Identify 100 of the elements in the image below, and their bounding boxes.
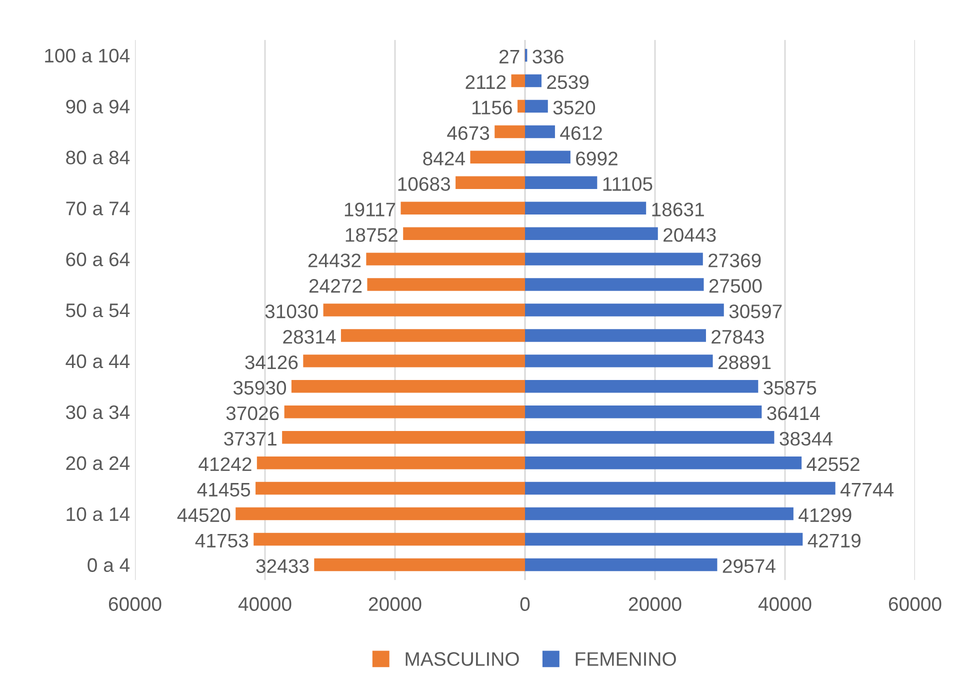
data-label: 6992 [576, 152, 618, 166]
bar [517, 100, 525, 113]
data-label: 38344 [780, 432, 832, 446]
data-label: 10683 [398, 177, 450, 191]
y-tick-label: 100 a 104 [45, 48, 130, 63]
data-label: 27369 [708, 254, 761, 268]
data-label: 44520 [177, 508, 230, 522]
y-tick-label: 60 a 64 [66, 252, 130, 266]
data-label: 41753 [195, 534, 248, 548]
bar [525, 456, 802, 470]
bar [400, 202, 525, 214]
data-label: 37371 [224, 432, 276, 446]
bar [525, 304, 724, 316]
data-label: 28891 [718, 355, 771, 370]
data-label: 11105 [603, 177, 652, 191]
bar [525, 380, 758, 393]
data-label: 36414 [767, 406, 820, 420]
x-tick-label: 40000 [238, 597, 292, 611]
bar [525, 74, 542, 88]
data-label: 4673 [447, 126, 490, 140]
bar [323, 304, 525, 316]
data-label: 34126 [245, 355, 298, 370]
bar [284, 406, 525, 418]
y-tick-label: 0 a 4 [88, 558, 130, 572]
bar [470, 150, 525, 164]
bar [525, 532, 803, 546]
y-tick-label: 80 a 84 [66, 150, 130, 164]
data-label: 24272 [309, 279, 362, 293]
bar [525, 406, 762, 418]
bar [525, 354, 713, 368]
data-label: 37026 [226, 406, 279, 420]
bar [525, 558, 718, 572]
data-label: 4612 [560, 126, 602, 140]
bar [525, 329, 706, 342]
bar [403, 227, 525, 240]
bar [291, 380, 525, 393]
data-label: 27 [499, 50, 520, 64]
bar [456, 176, 525, 190]
bar [236, 507, 525, 520]
data-label: 3520 [553, 100, 596, 115]
x-tick-label: 60000 [108, 597, 162, 611]
data-label: 18631 [652, 202, 704, 216]
x-tick-label: 20000 [628, 597, 682, 611]
bar [367, 278, 525, 291]
bar [303, 354, 525, 368]
data-label: 42552 [806, 457, 860, 472]
data-label: 24432 [308, 254, 361, 268]
data-label: 41242 [198, 457, 252, 471]
y-tick-label: 50 a 54 [66, 303, 130, 318]
y-tick-label: 90 a 94 [66, 100, 130, 114]
data-label: 31030 [265, 304, 318, 318]
data-label: 2112 [466, 75, 506, 89]
bar [256, 456, 525, 470]
bar [494, 125, 525, 138]
data-label: 2539 [547, 75, 589, 90]
data-label: 28314 [283, 330, 336, 344]
y-tick-label: 70 a 74 [66, 202, 130, 216]
data-label: 35875 [764, 380, 816, 395]
y-tick-label: 30 a 34 [66, 405, 130, 420]
data-label: 41299 [798, 508, 852, 522]
legend-label: FEMENINO [576, 652, 676, 666]
bar [366, 252, 525, 266]
data-label: 19117 [344, 202, 396, 216]
x-tick-label: 40000 [758, 597, 812, 611]
data-label: 42719 [808, 534, 860, 548]
bar [340, 329, 525, 342]
x-tick-label: 20000 [368, 597, 422, 611]
y-tick-label: 20 a 24 [66, 456, 130, 470]
data-label: 30597 [729, 304, 782, 318]
data-label: 32433 [256, 559, 309, 573]
bar [525, 507, 794, 520]
data-label: 27843 [712, 330, 764, 344]
legend-label: MASCULINO [406, 652, 519, 666]
data-label: 1156 [472, 100, 512, 115]
bar [525, 150, 570, 164]
bar [525, 252, 703, 266]
bar [525, 482, 836, 495]
bar [525, 278, 704, 291]
bar [525, 176, 598, 190]
bar [282, 430, 525, 444]
data-label: 20443 [664, 228, 716, 242]
data-label: 41455 [197, 483, 250, 497]
data-label: 27500 [709, 279, 762, 293]
data-label: 47744 [840, 483, 894, 496]
bar [525, 202, 646, 214]
bar [314, 558, 525, 572]
x-tick-label: 60000 [888, 597, 942, 611]
bar [511, 74, 525, 88]
bar [525, 430, 774, 444]
bar [256, 482, 525, 495]
bar [525, 100, 548, 113]
bar [525, 227, 658, 240]
bar [525, 125, 555, 138]
data-label: 29574 [722, 559, 776, 573]
y-tick-label: 10 a 14 [66, 507, 130, 522]
data-label: 8424 [423, 152, 465, 166]
y-tick-label: 40 a 44 [66, 354, 130, 368]
bar [254, 532, 525, 546]
data-label: 35930 [233, 380, 286, 395]
x-tick-label: 0 [520, 597, 530, 611]
